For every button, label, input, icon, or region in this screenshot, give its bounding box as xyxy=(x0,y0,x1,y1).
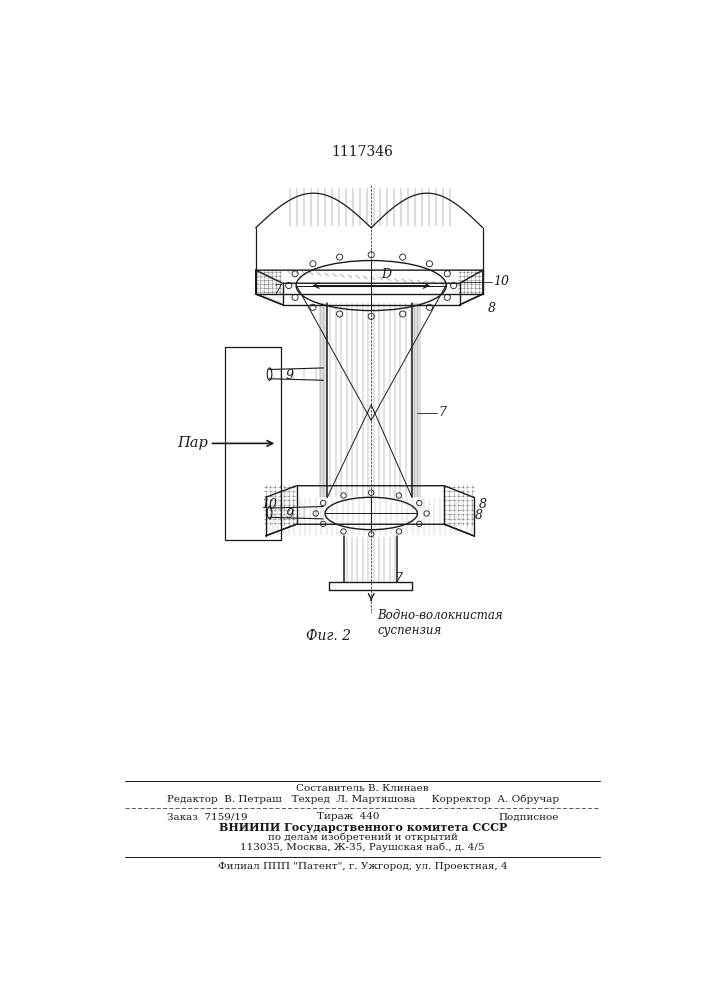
Text: 10: 10 xyxy=(262,498,277,512)
Text: по делам изобретений и открытий: по делам изобретений и открытий xyxy=(268,833,457,842)
Text: 10: 10 xyxy=(493,275,510,288)
Text: Составитель В. Клинаев: Составитель В. Клинаев xyxy=(296,784,429,793)
Text: 9: 9 xyxy=(286,369,293,382)
Text: D: D xyxy=(382,268,392,281)
Text: ВНИИПИ Государственного комитета СССР: ВНИИПИ Государственного комитета СССР xyxy=(218,822,507,833)
Text: 8: 8 xyxy=(475,509,483,522)
Text: 1117346: 1117346 xyxy=(332,145,394,159)
Text: Пар: Пар xyxy=(177,436,208,450)
Text: Тираж  440: Тираж 440 xyxy=(317,812,380,821)
Text: 7: 7 xyxy=(438,406,446,419)
Text: 9: 9 xyxy=(286,508,293,521)
Text: 7: 7 xyxy=(273,284,281,297)
Text: 7: 7 xyxy=(395,572,402,585)
Text: 8: 8 xyxy=(487,302,496,315)
Text: 8: 8 xyxy=(479,498,487,512)
Text: Подписное: Подписное xyxy=(498,812,559,821)
Text: 113035, Москва, Ж-35, Раушская наб., д. 4/5: 113035, Москва, Ж-35, Раушская наб., д. … xyxy=(240,843,485,852)
Text: Водно-волокнистая
суспензия: Водно-волокнистая суспензия xyxy=(378,609,503,637)
Text: Заказ  7159/19: Заказ 7159/19 xyxy=(167,812,247,821)
Text: Филиал ППП "Патент", г. Ужгород, ул. Проектная, 4: Филиал ППП "Патент", г. Ужгород, ул. Про… xyxy=(218,862,508,871)
Text: Фиг. 2: Фиг. 2 xyxy=(306,629,351,643)
Text: Редактор  В. Петраш   Техред  Л. Мартяшова     Корректор  А. Обручар: Редактор В. Петраш Техред Л. Мартяшова К… xyxy=(167,794,559,804)
